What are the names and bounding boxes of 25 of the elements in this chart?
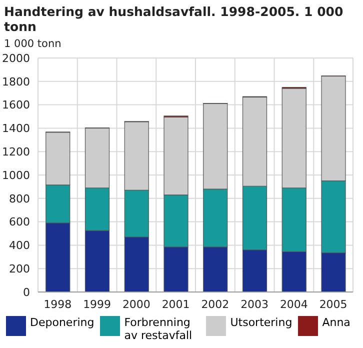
- x-tick-label: 2002: [201, 298, 230, 311]
- x-tick-label: 1998: [44, 298, 72, 311]
- y-tick-label: 1200: [2, 146, 30, 159]
- y-tick-label: 1800: [2, 75, 30, 88]
- y-tick-label: 2000: [2, 52, 30, 65]
- x-tick-label: 2001: [162, 298, 190, 311]
- y-axis-title: 1 000 tonn: [3, 37, 62, 50]
- legend-label: Deponering: [30, 316, 94, 329]
- y-tick-label: 800: [9, 192, 30, 206]
- x-tick-label: 2004: [280, 298, 308, 311]
- y-tick-label: 1600: [2, 98, 30, 112]
- legend-label: Anna: [322, 316, 350, 329]
- y-tick-label: 600: [9, 216, 30, 229]
- x-tick-label: 1999: [83, 298, 112, 311]
- legend-label: Utsortering: [230, 316, 292, 329]
- y-tick-label: 1000: [2, 168, 30, 182]
- y-tick-label: 200: [9, 262, 30, 276]
- x-tick-label: 2000: [122, 298, 150, 311]
- y-tick-label: 0: [23, 286, 30, 299]
- y-tick-label: 400: [9, 239, 30, 252]
- y-tick-label: 1400: [2, 122, 30, 136]
- chart-title: Handtering av hushaldsavfall. 1998-2005. 1 000 tonn: [3, 3, 344, 34]
- x-tick-label: 2003: [240, 298, 269, 311]
- x-tick-label: 2005: [319, 298, 348, 311]
- legend-label: Forbrenning av restavfall: [124, 316, 194, 342]
